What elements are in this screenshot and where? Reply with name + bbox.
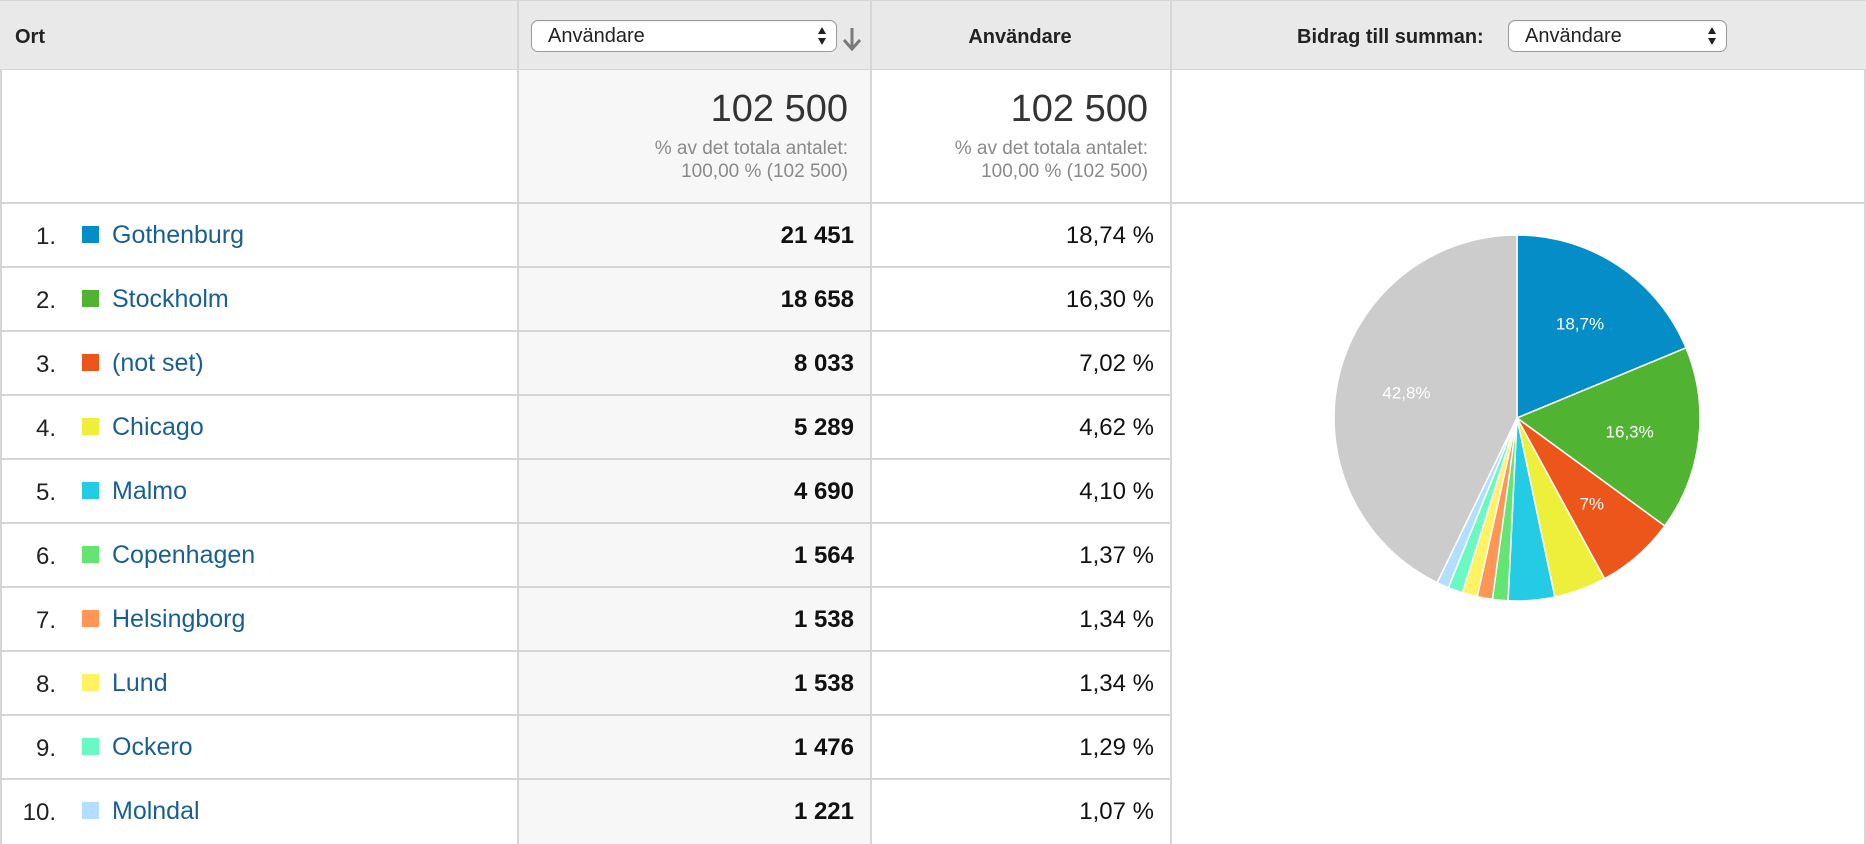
row-rank: 3. <box>35 351 56 378</box>
table-row: 4. Chicago 5 289 4,62 % <box>0 396 1170 460</box>
row-value: 1 221 <box>793 798 854 825</box>
table-row: 1. Gothenburg 21 451 18,74 % <box>0 204 1170 268</box>
pie-slice-label: 7% <box>1579 494 1604 513</box>
row-color-swatch <box>82 802 99 819</box>
row-color-swatch <box>82 418 99 435</box>
header-anvandare-label[interactable]: Användare <box>968 26 1072 48</box>
summary-sub-value: 100,00 % (102 500) <box>981 161 1148 182</box>
table-row: 8. Lund 1 538 1,34 % <box>0 652 1170 716</box>
row-percent: 1,37 % <box>1079 542 1154 569</box>
row-rank: 9. <box>35 735 56 762</box>
row-color-swatch <box>82 674 99 691</box>
row-percent: 1,34 % <box>1079 670 1154 697</box>
header-ort-label[interactable]: Ort <box>15 26 45 48</box>
pie-slice[interactable] <box>1515 346 1700 527</box>
select-arrows-icon <box>1708 27 1716 45</box>
bidrag-label: Bidrag till summan: <box>1297 26 1484 48</box>
row-value: 18 658 <box>780 286 854 313</box>
table-row: 5. Malmo 4 690 4,10 % <box>0 460 1170 524</box>
summary-sub-label: % av det totala antalet: <box>954 138 1148 159</box>
row-percent: 1,29 % <box>1079 734 1154 761</box>
row-percent: 18,74 % <box>1065 222 1154 249</box>
row-rank: 10. <box>22 799 56 826</box>
row-rank: 6. <box>35 543 56 570</box>
row-percent: 4,10 % <box>1079 478 1154 505</box>
table-row: 7. Helsingborg 1 538 1,34 % <box>0 588 1170 652</box>
pie-slice-label: 42,8% <box>1382 384 1430 403</box>
row-city-link[interactable]: Lund <box>112 669 168 697</box>
row-value: 5 289 <box>793 414 854 441</box>
row-value: 1 564 <box>793 542 854 569</box>
row-city-link[interactable]: (not set) <box>112 349 204 377</box>
row-value: 1 538 <box>793 606 854 633</box>
pie-slice-label: 18,7% <box>1556 315 1604 334</box>
contribution-pie-chart: 18,7% 16,3% 7% 42,8% <box>1333 234 1700 602</box>
table-row: 3. (not set) 8 033 7,02 % <box>0 332 1170 396</box>
table-header: Ort Användare Användare Bidrag till summ… <box>0 0 1866 71</box>
row-city-link[interactable]: Stockholm <box>112 285 229 313</box>
select-arrows-icon <box>818 27 826 45</box>
row-rank: 1. <box>35 223 56 250</box>
row-percent: 1,34 % <box>1079 606 1154 633</box>
bidrag-select-value: Användare <box>1525 25 1622 47</box>
metric-select[interactable]: Användare <box>531 20 837 52</box>
pie-slice[interactable] <box>1516 234 1688 420</box>
summary-sub-value: 100,00 % (102 500) <box>681 161 848 182</box>
row-value: 4 690 <box>793 478 854 505</box>
summary-primary: 102 500 % av det totala antalet: 100,00 … <box>517 88 848 183</box>
header-divider <box>517 1 519 71</box>
summary-percent: 102 500 % av det totala antalet: 100,00 … <box>870 88 1148 183</box>
table-row: 9. Ockero 1 476 1,29 % <box>0 716 1170 780</box>
bidrag-select[interactable]: Användare <box>1508 20 1727 52</box>
summary-row: 102 500 % av det totala antalet: 100,00 … <box>0 70 1866 204</box>
pie-slice[interactable] <box>1333 234 1518 584</box>
row-city-link[interactable]: Molndal <box>112 797 200 825</box>
row-color-swatch <box>82 226 99 243</box>
summary-sub-label: % av det totala antalet: <box>654 138 848 159</box>
row-city-link[interactable]: Chicago <box>112 413 204 441</box>
header-divider <box>1170 1 1172 71</box>
column-ort <box>0 0 517 844</box>
row-value: 21 451 <box>780 222 854 249</box>
row-value: 1 538 <box>793 670 854 697</box>
metric-select-value: Användare <box>548 25 645 47</box>
column-primary-metric <box>517 0 870 844</box>
row-color-swatch <box>82 354 99 371</box>
row-rank: 7. <box>35 607 56 634</box>
row-rank: 8. <box>35 671 56 698</box>
pie-slice-label: 16,3% <box>1606 422 1654 441</box>
row-city-link[interactable]: Malmo <box>112 477 188 505</box>
column-percent <box>870 0 1170 844</box>
row-city-link[interactable]: Gothenburg <box>112 221 245 249</box>
row-city-link[interactable]: Helsingborg <box>112 605 246 633</box>
summary-total: 102 500 <box>1010 88 1148 130</box>
row-value: 1 476 <box>793 734 854 761</box>
column-chart <box>1170 0 1866 844</box>
row-percent: 16,30 % <box>1065 286 1154 313</box>
summary-total: 102 500 <box>710 88 848 130</box>
table-row: 6. Copenhagen 1 564 1,37 % <box>0 524 1170 588</box>
row-city-link[interactable]: Ockero <box>112 733 193 761</box>
row-color-swatch <box>82 546 99 563</box>
row-rank: 2. <box>35 287 56 314</box>
row-percent: 4,62 % <box>1079 414 1154 441</box>
row-rank: 5. <box>35 479 56 506</box>
row-color-swatch <box>82 290 99 307</box>
row-city-link[interactable]: Copenhagen <box>112 541 256 569</box>
sort-descending-icon[interactable] <box>842 27 862 51</box>
row-percent: 1,07 % <box>1079 798 1154 825</box>
row-color-swatch <box>82 610 99 627</box>
row-color-swatch <box>82 482 99 499</box>
row-color-swatch <box>82 738 99 755</box>
row-percent: 7,02 % <box>1079 350 1154 377</box>
row-rank: 4. <box>35 415 56 442</box>
row-value: 8 033 <box>793 350 854 377</box>
header-divider <box>870 1 872 71</box>
table-row: 2. Stockholm 18 658 16,30 % <box>0 268 1170 332</box>
table-row: 10. Molndal 1 221 1,07 % <box>0 780 1170 844</box>
